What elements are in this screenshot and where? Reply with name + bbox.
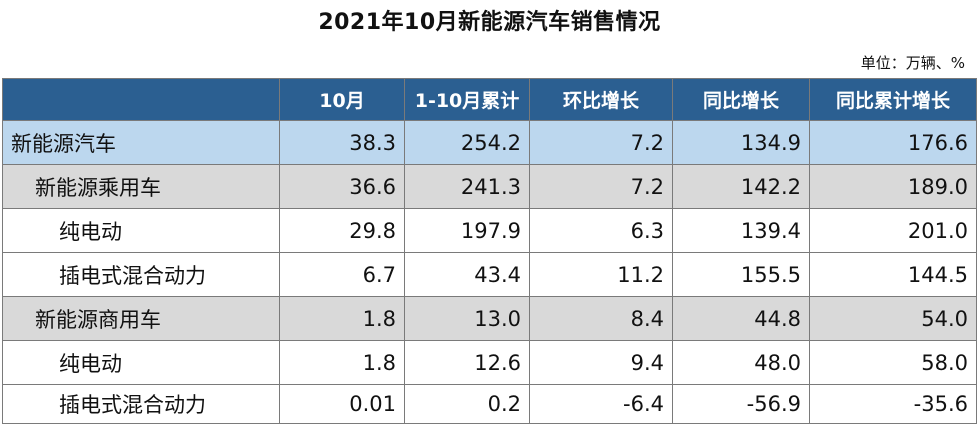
table-cell: 43.4	[404, 252, 530, 297]
table-cell: 36.6	[279, 164, 405, 209]
page-title: 2021年10月新能源汽车销售情况	[318, 10, 661, 35]
table-cell: 134.9	[672, 120, 810, 165]
table-cell: 144.5	[809, 252, 977, 297]
row-label: 插电式混合动力	[2, 252, 280, 297]
table-row: 新能源乘用车 36.6 241.3 7.2 142.2 189.0	[2, 164, 977, 209]
table-cell: 254.2	[404, 120, 530, 165]
table-cell: 29.8	[279, 208, 405, 253]
table-row: 新能源商用车 1.8 13.0 8.4 44.8 54.0	[2, 296, 977, 341]
table-cell: 142.2	[672, 164, 810, 209]
table-cell: 189.0	[809, 164, 977, 209]
unit-label: 单位：万辆、%	[860, 54, 965, 72]
table-row: 插电式混合动力 6.7 43.4 11.2 155.5 144.5	[2, 252, 977, 297]
row-label: 新能源汽车	[2, 120, 280, 165]
row-label: 新能源商用车	[2, 296, 280, 341]
table-cell: 201.0	[809, 208, 977, 253]
table-cell: 6.7	[279, 252, 405, 297]
table-cell: 11.2	[529, 252, 673, 297]
table-cell: 1.8	[279, 296, 405, 341]
table-cell: 155.5	[672, 252, 810, 297]
row-label: 纯电动	[2, 208, 280, 253]
table-row: 插电式混合动力 0.01 0.2 -6.4 -56.9 -35.6	[2, 384, 977, 424]
table-cell: 7.2	[529, 164, 673, 209]
table-cell: 0.01	[279, 384, 405, 424]
table-cell: -35.6	[809, 384, 977, 424]
table-cell: 9.4	[529, 340, 673, 385]
table-cell: 0.2	[404, 384, 530, 424]
table-cell: 7.2	[529, 120, 673, 165]
table-row: 新能源汽车 38.3 254.2 7.2 134.9 176.6	[2, 120, 977, 165]
table-cell: -6.4	[529, 384, 673, 424]
table-row: 纯电动 1.8 12.6 9.4 48.0 58.0	[2, 340, 977, 385]
header-cell-category	[2, 78, 280, 121]
row-label: 插电式混合动力	[2, 384, 280, 424]
table-cell: 54.0	[809, 296, 977, 341]
table-cell: 197.9	[404, 208, 530, 253]
table-cell: 13.0	[404, 296, 530, 341]
table-cell: 176.6	[809, 120, 977, 165]
table-cell: 48.0	[672, 340, 810, 385]
table-cell: 58.0	[809, 340, 977, 385]
table-cell: 44.8	[672, 296, 810, 341]
table-header-row: 10月 1-10月累计 环比增长 同比增长 同比累计增长	[2, 78, 977, 121]
table-cell: 38.3	[279, 120, 405, 165]
table-cell: 12.6	[404, 340, 530, 385]
header-cell-october: 10月	[279, 78, 405, 121]
table-cell: -56.9	[672, 384, 810, 424]
header-cell-mom-growth: 环比增长	[529, 78, 673, 121]
row-label: 纯电动	[2, 340, 280, 385]
table-cell: 6.3	[529, 208, 673, 253]
sales-table: 10月 1-10月累计 环比增长 同比增长 同比累计增长 新能源汽车 38.3 25…	[2, 78, 977, 424]
table-cell: 8.4	[529, 296, 673, 341]
sales-table-container: 10月 1-10月累计 环比增长 同比增长 同比累计增长 新能源汽车 38.3 25…	[2, 78, 977, 424]
table-row: 纯电动 29.8 197.9 6.3 139.4 201.0	[2, 208, 977, 253]
row-label: 新能源乘用车	[2, 164, 280, 209]
table-cell: 241.3	[404, 164, 530, 209]
table-cell: 1.8	[279, 340, 405, 385]
header-cell-yoy-growth: 同比增长	[672, 78, 810, 121]
table-cell: 139.4	[672, 208, 810, 253]
header-cell-yoy-cumulative-growth: 同比累计增长	[809, 78, 977, 121]
header-cell-cumulative: 1-10月累计	[404, 78, 530, 121]
